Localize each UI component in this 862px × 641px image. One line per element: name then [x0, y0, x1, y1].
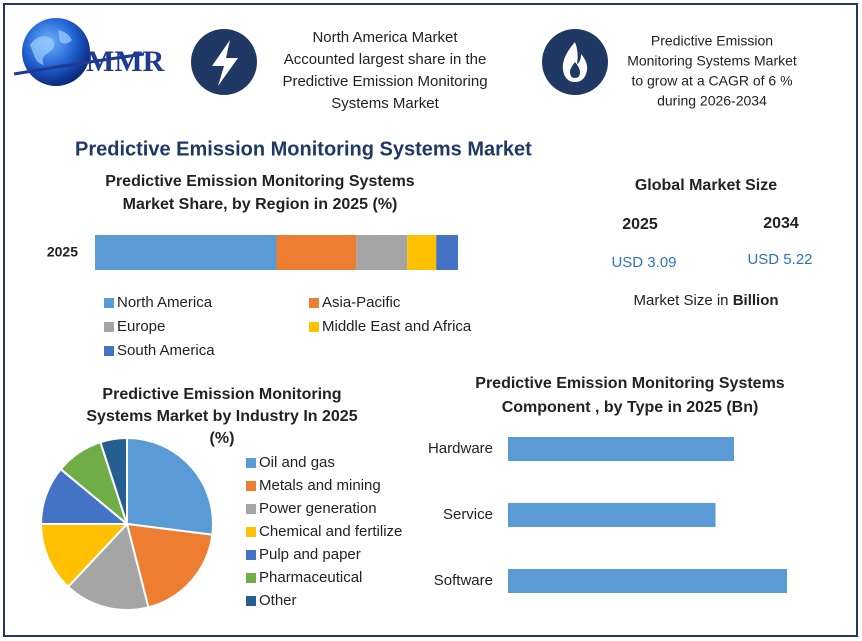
bar-segment [95, 235, 277, 270]
legend-label: Metals and mining [259, 477, 381, 494]
legend-swatch [104, 322, 114, 332]
pie-slice [39, 523, 130, 589]
header-note: Predictive Emission Monitoring [282, 73, 487, 90]
legend-swatch [309, 322, 319, 332]
chart-title: Predictive Emission Monitoring Systems [475, 375, 785, 392]
logo-text: MMR [86, 45, 165, 78]
y-tick-label: Hardware [428, 440, 493, 457]
bar-segment [407, 235, 437, 270]
frame [3, 3, 858, 637]
legend-swatch [246, 596, 256, 606]
market-value: USD 3.09 [611, 254, 676, 271]
pie-slice [99, 436, 128, 525]
header-note: Systems Market [331, 95, 439, 112]
bar-segment [276, 235, 357, 270]
logo-swoosh [13, 52, 145, 76]
legend-label: Pulp and paper [259, 546, 361, 563]
legend-swatch [246, 481, 256, 491]
logo: MMR [13, 18, 165, 86]
market-value: USD 5.22 [747, 251, 812, 268]
legend-label: Middle East and Africa [322, 318, 472, 335]
y-tick-label: Software [434, 572, 493, 589]
category-label: 2025 [47, 244, 78, 260]
legend-label: South America [117, 342, 215, 359]
legend-swatch [104, 346, 114, 356]
legend-label: Asia-Pacific [322, 294, 401, 311]
legend-label: Other [259, 592, 297, 609]
header-note: to grow at a CAGR of 6 % [631, 73, 792, 89]
bar-segment [356, 235, 408, 270]
pie-slice [126, 436, 214, 536]
chart-title: Predictive Emission Monitoring Systems [105, 173, 415, 190]
chart-title: Market Share, by Region in 2025 (%) [123, 196, 398, 213]
header-note: during 2026-2034 [657, 93, 767, 109]
chart-title: Predictive Emission Monitoring [102, 386, 341, 403]
legend-label: Oil and gas [259, 454, 335, 471]
main-title: Predictive Emission Monitoring Systems M… [75, 138, 532, 160]
chart-title: (%) [210, 430, 235, 447]
legend-swatch [309, 298, 319, 308]
flame-icon-inner [570, 62, 580, 78]
legend-swatch [246, 573, 256, 583]
header-note: Monitoring Systems Market [627, 53, 797, 69]
legend-label: North America [117, 294, 213, 311]
legend-swatch [246, 504, 256, 514]
header-note: Accounted largest share in the [284, 51, 487, 68]
market-size-title: Global Market Size [635, 177, 777, 194]
y-tick-label: Service [443, 506, 493, 523]
bar-segment [436, 235, 458, 270]
legend-swatch [246, 550, 256, 560]
pie-slice [66, 521, 150, 611]
bar [508, 503, 716, 527]
legend-label: Chemical and fertilize [259, 523, 402, 540]
lightning-icon [212, 40, 238, 86]
logo-land [30, 30, 72, 65]
header-note: North America Market [312, 29, 458, 46]
legend-label: Pharmaceutical [259, 569, 362, 586]
chart-title: Systems Market by Industry In 2025 [86, 408, 357, 425]
year: 2025 [622, 216, 658, 233]
legend-swatch [246, 527, 256, 537]
market-note-text: Market Size in [633, 292, 732, 309]
market-note: Market Size in Billion [633, 292, 778, 309]
year: 2034 [763, 215, 799, 232]
chart-title: Component , by Type in 2025 (Bn) [502, 399, 759, 416]
legend-swatch [246, 458, 256, 468]
legend-label: Power generation [259, 500, 377, 517]
pie-slice [125, 522, 214, 609]
bar [508, 569, 787, 593]
legend-label: Europe [117, 318, 165, 335]
legend-swatch [104, 298, 114, 308]
market-note-bold: Billion [733, 292, 779, 309]
bar [508, 437, 734, 461]
header-note: Predictive Emission [651, 33, 773, 49]
logo-globe [22, 18, 90, 86]
flame-icon [562, 42, 588, 82]
